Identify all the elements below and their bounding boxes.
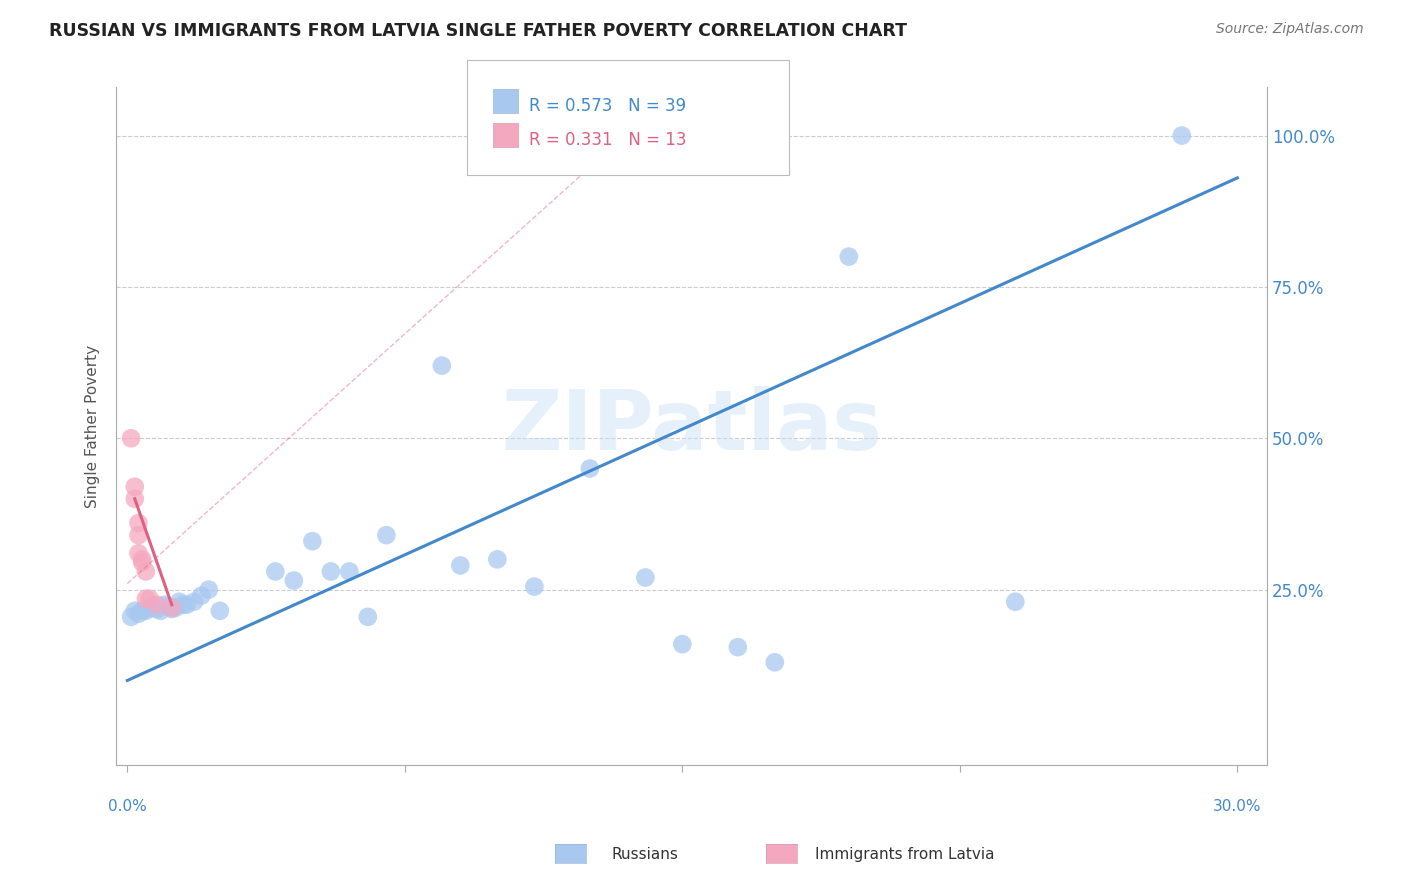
Point [197, 582, 219, 597]
Text: Russians: Russians [612, 847, 679, 862]
Point [172, 598, 194, 612]
Text: Immigrants from Latvia: Immigrants from Latvia [815, 847, 995, 862]
Point [301, 534, 323, 549]
Text: R = 0.573   N = 39: R = 0.573 N = 39 [529, 97, 686, 115]
Point [120, 431, 142, 445]
Text: 0.0%: 0.0% [108, 799, 146, 814]
Point [264, 565, 287, 579]
Point [146, 598, 169, 612]
Point [131, 552, 153, 566]
Text: Source: ZipAtlas.com: Source: ZipAtlas.com [1216, 22, 1364, 37]
Point [671, 637, 693, 651]
Point [157, 599, 180, 614]
Point [283, 574, 305, 588]
Point [131, 555, 153, 569]
Point [337, 565, 360, 579]
Point [486, 552, 509, 566]
Point [208, 604, 231, 618]
Point [120, 610, 142, 624]
Point [127, 528, 149, 542]
Point [1171, 128, 1194, 143]
Point [146, 602, 169, 616]
Point [1004, 595, 1026, 609]
Point [319, 565, 342, 579]
Text: 30.0%: 30.0% [1213, 799, 1261, 814]
Text: R = 0.331   N = 13: R = 0.331 N = 13 [529, 131, 688, 149]
Point [124, 604, 146, 618]
Point [579, 461, 602, 475]
Point [131, 604, 153, 618]
Text: RUSSIAN VS IMMIGRANTS FROM LATVIA SINGLE FATHER POVERTY CORRELATION CHART: RUSSIAN VS IMMIGRANTS FROM LATVIA SINGLE… [49, 22, 907, 40]
Point [160, 600, 183, 615]
FancyBboxPatch shape [467, 60, 789, 175]
Point [763, 655, 786, 669]
Point [430, 359, 453, 373]
Point [727, 640, 749, 655]
Point [523, 580, 546, 594]
Point [138, 600, 160, 615]
Point [838, 250, 860, 264]
Point [135, 591, 157, 606]
Point [127, 546, 149, 560]
Point [357, 610, 380, 624]
Point [135, 565, 157, 579]
Point [124, 480, 146, 494]
Point [165, 600, 187, 615]
FancyBboxPatch shape [492, 89, 517, 113]
Point [375, 528, 398, 542]
Point [135, 604, 157, 618]
Y-axis label: Single Father Poverty: Single Father Poverty [86, 344, 100, 508]
Point [127, 607, 149, 621]
Point [449, 558, 471, 573]
Point [127, 516, 149, 530]
Point [149, 604, 172, 618]
Point [634, 570, 657, 584]
Point [138, 591, 160, 606]
Point [124, 491, 146, 506]
Point [167, 595, 190, 609]
FancyBboxPatch shape [492, 123, 517, 147]
Point [142, 600, 165, 615]
Text: ZIPatlas: ZIPatlas [501, 385, 882, 467]
Point [183, 595, 205, 609]
Point [153, 598, 176, 612]
Point [190, 589, 212, 603]
Point [160, 602, 183, 616]
Point [176, 598, 198, 612]
